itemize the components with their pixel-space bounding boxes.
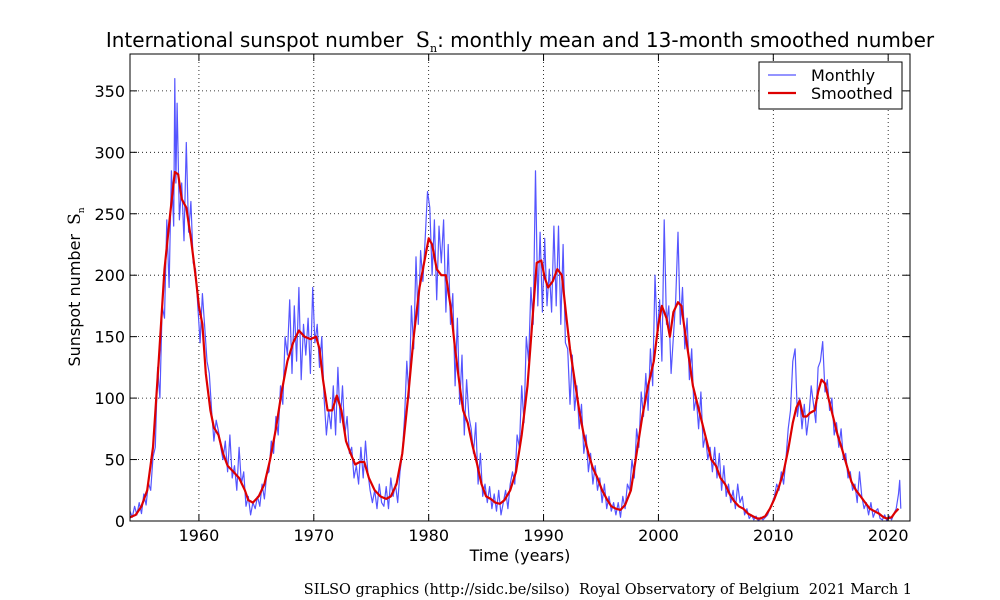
legend-smoothed-label: Smoothed: [811, 84, 893, 103]
smoothed-series-line: [129, 170, 900, 520]
x-tick-label: 1970: [293, 526, 334, 545]
y-axis-label: Sunspot number Sn: [65, 207, 87, 366]
x-tick-label: 2010: [753, 526, 794, 545]
plot-frame: [129, 53, 911, 522]
x-tick-label: 1990: [523, 526, 564, 545]
x-tick-label: 2000: [638, 526, 679, 545]
y-tick-label: 150: [94, 328, 125, 347]
chart-title: International sunspot number Sn: monthly…: [106, 28, 935, 55]
legend-box: [758, 61, 903, 110]
x-axis-label: Time (years): [469, 546, 571, 565]
x-tick-label: 2020: [868, 526, 909, 545]
x-tick-label: 1960: [179, 526, 220, 545]
footer-credit: SILSO graphics (http://sidc.be/silso) Ro…: [304, 582, 912, 598]
y-tick-label: 200: [94, 266, 125, 285]
y-tick-label: 300: [94, 143, 125, 162]
series-layer: [129, 77, 902, 522]
y-tick-label: 50: [105, 451, 125, 470]
y-tick-label: 350: [94, 82, 125, 101]
legend-monthly-label: Monthly: [811, 66, 875, 85]
x-tick-label: 1980: [408, 526, 449, 545]
axis-ticks: 1960 1970 1980 1990 2000 2010 2020 0 50 100 150 200…: [94, 54, 910, 545]
legend: Monthly Smoothed: [758, 61, 903, 110]
y-tick-label: 250: [94, 205, 125, 224]
y-tick-label: 0: [115, 512, 125, 531]
y-tick-label: 100: [94, 389, 125, 408]
